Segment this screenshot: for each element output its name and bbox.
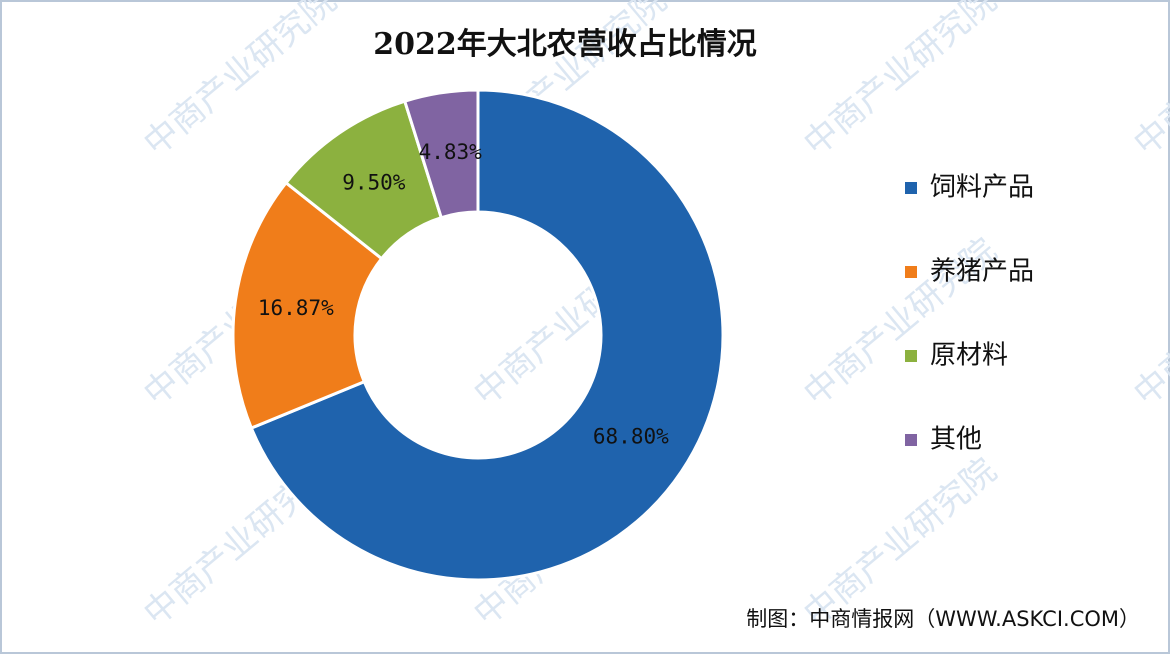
data-label: 68.80% [593, 424, 669, 448]
data-label: 4.83% [419, 140, 483, 164]
legend-swatch [905, 182, 917, 194]
donut-slice [249, 88, 725, 582]
donut-slice [402, 88, 480, 220]
legend-swatch [905, 266, 917, 278]
chart-title: 2022年大北农营收占比情况 [373, 27, 757, 62]
legend-label: 其他 [930, 425, 982, 455]
legend-label: 饲料产品 [930, 173, 1034, 203]
legend-label: 原材料 [930, 341, 1008, 371]
legend-swatch [905, 434, 917, 446]
data-label: 16.87% [258, 296, 334, 320]
data-label: 9.50% [342, 170, 406, 194]
legend-label: 养猪产品 [930, 257, 1034, 287]
legend-swatch [905, 350, 917, 362]
donut-slice [231, 180, 384, 431]
source-note: 制图：中商情报网（WWW.ASKCI.COM） [746, 607, 1140, 631]
